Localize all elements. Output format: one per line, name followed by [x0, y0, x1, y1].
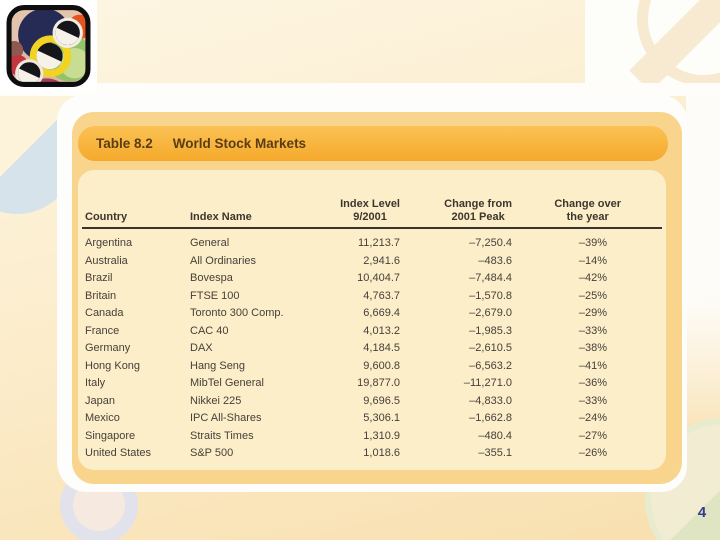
change-from-peak-cell: –4,833.0 [469, 394, 512, 407]
header-divider [82, 227, 662, 229]
stock-table: Country Index Name Index Level 9/2001 Change… [82, 180, 662, 463]
change-from-peak-cell: –11,271.0 [463, 377, 512, 389]
country-cell: Australia [85, 254, 128, 267]
index-name-cell: Bovespa [190, 272, 233, 284]
change-from-peak-cell: –6,563.2 [469, 359, 512, 372]
country-cell: Japan [85, 394, 115, 407]
change-over-year-cell: –36% [578, 377, 607, 389]
column-header: Index Name [190, 211, 252, 223]
slide-page-number: 4 [697, 504, 707, 521]
delaunay-circles-icon [6, 5, 91, 87]
change-over-year-cell: –24% [578, 412, 607, 424]
index-name-cell: CAC 40 [190, 324, 229, 337]
change-from-peak-cell: –2,679.0 [469, 307, 512, 319]
index-level-cell: 6,669.4 [363, 307, 400, 319]
index-name-cell: DAX [190, 342, 213, 354]
corner-ring-decoration [637, 0, 720, 86]
table-title-bar: Table 8.2 World Stock Markets [78, 126, 668, 161]
change-over-year-cell: –26% [578, 447, 607, 459]
change-over-year-cell: –33% [578, 394, 607, 407]
country-cell: Brazil [85, 272, 113, 284]
change-over-year-cell: –33% [578, 324, 607, 337]
change-over-year-cell: –25% [578, 289, 607, 302]
index-level-cell: 19,877.0 [357, 377, 400, 389]
table-panel: Country Index Name Index Level 9/2001 Change… [78, 170, 666, 470]
index-level-cell: 9,600.8 [363, 359, 400, 372]
column-header: Change over the year [554, 198, 621, 223]
change-from-peak-cell: –1,570.8 [469, 289, 512, 302]
change-from-peak-cell: –480.4 [478, 429, 512, 442]
change-over-year-cell: –38% [578, 342, 607, 354]
change-from-peak-cell: –355.1 [478, 447, 512, 459]
right-white-strip [686, 95, 720, 435]
index-level-cell: 1,018.6 [363, 447, 400, 459]
change-over-year-cell: –29% [578, 307, 607, 319]
index-name-cell: General [190, 237, 230, 249]
index-level-cell: 4,184.5 [363, 342, 400, 354]
index-name-cell: Hang Seng [190, 359, 246, 372]
country-cell: Mexico [85, 412, 120, 424]
index-level-cell: 1,310.9 [363, 429, 400, 442]
top-right-white-area [585, 0, 720, 96]
change-from-peak-cell: –7,250.4 [469, 237, 512, 249]
country-cell: Germany [85, 342, 131, 354]
country-cell: United States [85, 447, 152, 459]
change-from-peak-cell: –2,610.5 [469, 342, 512, 354]
column-header: Change from 2001 Peak [444, 198, 512, 223]
table-number-label: Table 8.2 [96, 136, 153, 151]
change-over-year-cell: –41% [578, 359, 607, 372]
country-cell: Italy [85, 377, 106, 389]
index-name-cell: Toronto 300 Comp. [190, 307, 284, 319]
index-level-cell: 2,941.6 [363, 254, 400, 267]
index-name-cell: Nikkei 225 [190, 394, 242, 407]
content-panel: Table 8.2 World Stock Markets Country Ind… [57, 95, 687, 492]
index-level-cell: 11,213.7 [357, 237, 400, 249]
index-name-cell: MibTel General [190, 377, 264, 389]
index-name-cell: S&P 500 [190, 447, 234, 459]
change-from-peak-cell: –1,662.8 [469, 412, 512, 424]
change-from-peak-cell: –483.6 [478, 254, 512, 267]
index-name-cell: All Ordinaries [190, 254, 257, 267]
change-from-peak-cell: –1,985.3 [469, 324, 512, 337]
stock-table-header-row: Country Index Name Index Level 9/2001 Change… [85, 180, 662, 224]
horizontal-white-band [0, 83, 720, 96]
country-cell: Britain [85, 289, 117, 302]
index-name-cell: Straits Times [190, 429, 254, 442]
change-over-year-cell: –42% [578, 272, 607, 284]
change-over-year-cell: –14% [578, 254, 607, 267]
table-card: Table 8.2 World Stock Markets Country Ind… [72, 112, 682, 484]
index-name-cell: FTSE 100 [190, 289, 240, 302]
stock-table-body: Argentina General 11,213.7 –7,250.4 –39% Aust… [85, 235, 662, 463]
country-cell: Argentina [85, 237, 133, 249]
country-cell: Singapore [85, 429, 136, 442]
country-cell: Hong Kong [85, 359, 141, 372]
index-level-cell: 9,696.5 [363, 394, 400, 407]
country-cell: Canada [85, 307, 124, 319]
change-over-year-cell: –27% [578, 429, 607, 442]
column-header: Index Level 9/2001 [340, 198, 400, 223]
index-level-cell: 4,763.7 [363, 289, 400, 302]
change-over-year-cell: –39% [578, 237, 607, 249]
column-header: Country [85, 211, 128, 223]
index-level-cell: 4,013.2 [363, 324, 400, 337]
country-cell: France [85, 324, 120, 337]
change-from-peak-cell: –7,484.4 [469, 272, 512, 284]
course-logo [0, 0, 97, 92]
index-level-cell: 10,404.7 [357, 272, 400, 284]
index-name-cell: IPC All-Shares [190, 412, 262, 424]
table-title: World Stock Markets [172, 136, 307, 151]
index-level-cell: 5,306.1 [363, 412, 400, 424]
